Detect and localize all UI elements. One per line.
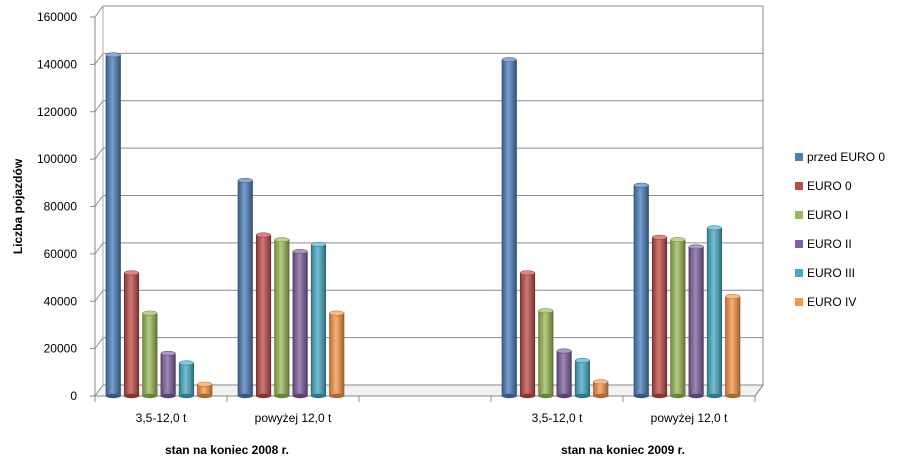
legend-item: przed EURO 0 [795, 150, 885, 164]
bar-euro-0-1 [124, 270, 140, 399]
bars [105, 52, 741, 399]
legend-swatch [795, 269, 803, 277]
bar-euro-iii-3 [574, 358, 591, 399]
legend-swatch [795, 182, 803, 190]
y-tick-label: 140000 [37, 57, 77, 71]
axes [90, 6, 764, 402]
legend-label: EURO II [807, 237, 852, 251]
x-group-label: stan na koniec 2009 r. [561, 443, 685, 457]
bar-euro-iii-4 [706, 225, 723, 399]
legend-label: EURO I [807, 208, 848, 222]
x-category-label: powyżej 12,0 t [651, 411, 728, 425]
y-tick-label: 0 [70, 389, 77, 403]
bar-euro-i-3 [538, 308, 554, 399]
y-tick-label: 20000 [44, 342, 78, 356]
legend-item: EURO 0 [795, 179, 852, 193]
bar-euro-iii-2 [310, 241, 327, 399]
y-tick-label: 40000 [44, 294, 78, 308]
x-group-label: stan na koniec 2008 r. [165, 443, 289, 457]
legend-label: przed EURO 0 [807, 150, 885, 164]
legend: przed EURO 0 EURO 0 EURO I EURO II EURO III E… [795, 150, 885, 309]
x-category-label: 3,5-12,0 t [136, 411, 187, 425]
bar-przed-euro-0-3 [501, 57, 517, 399]
legend-item: EURO III [795, 266, 855, 280]
bar-euro-ii-1 [160, 350, 176, 399]
bar-euro-ii-4 [688, 244, 704, 399]
labels: 0 20000 40000 60000 80000 100000 120000 140000 1… [11, 10, 728, 457]
y-tick-label: 160000 [37, 10, 77, 24]
legend-swatch [795, 211, 803, 219]
bar-euro-0-4 [651, 234, 668, 399]
bar-przed-euro-0-4 [633, 182, 649, 399]
legend-item: EURO II [795, 237, 852, 251]
bar-euro-iii-1 [178, 360, 194, 399]
bar-przed-euro-0-2 [237, 177, 253, 399]
bar-euro-0-2 [255, 232, 272, 399]
bar-euro-iv-4 [725, 294, 741, 399]
bar-euro-ii-3 [556, 348, 572, 399]
x-category-label: powyżej 12,0 t [255, 411, 332, 425]
y-axis-title: Liczba pojazdów [11, 158, 25, 254]
bar-euro-i-4 [670, 237, 686, 399]
bar-euro-i-2 [274, 237, 290, 399]
bar-euro-iv-2 [329, 310, 345, 399]
legend-item: EURO IV [795, 295, 856, 309]
y-tick-label: 100000 [37, 152, 77, 166]
bar-euro-iv-3 [593, 379, 609, 399]
y-tick-label: 80000 [44, 200, 78, 214]
y-tick-label: 120000 [37, 105, 77, 119]
y-tick-label: 60000 [44, 247, 78, 261]
legend-swatch [795, 240, 803, 248]
legend-label: EURO 0 [807, 179, 852, 193]
legend-label: EURO IV [807, 295, 856, 309]
legend-item: EURO I [795, 208, 848, 222]
bar-euro-i-1 [142, 310, 158, 399]
right-edge [754, 6, 764, 397]
bar-euro-ii-2 [292, 249, 308, 399]
legend-swatch [795, 298, 803, 306]
bar-euro-0-3 [519, 270, 536, 399]
legend-swatch [795, 153, 803, 161]
bar-euro-iv-1 [197, 381, 213, 399]
x-category-label: 3,5-12,0 t [532, 411, 583, 425]
legend-label: EURO III [807, 266, 855, 280]
bar-przed-euro-0-1 [105, 52, 121, 399]
